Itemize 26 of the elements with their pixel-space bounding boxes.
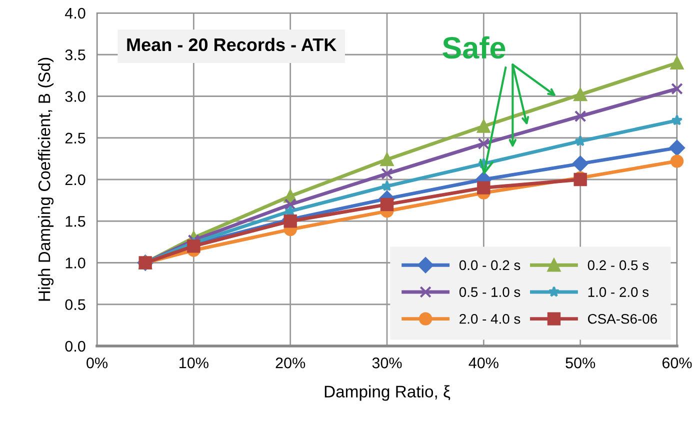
x-tick-label: 50% [566,358,596,368]
y-tick-label: 3.0 [65,91,86,102]
legend-label: 0.5 - 1.0 s [459,287,520,297]
y-tick-label: 4.0 [65,8,86,19]
y-axis-title: High Damping Coefficient, B (Sd) [38,58,54,301]
legend-label: 0.0 - 0.2 s [459,260,520,270]
x-tick-label: 60% [662,358,692,368]
x-tick-label: 0% [86,358,108,368]
y-tick-label: 0.5 [65,299,86,310]
legend-label: 1.0 - 2.0 s [588,287,649,297]
x-axis-title: Damping Ratio, ξ [324,385,450,401]
legend-label: CSA-S6-06 [588,314,657,324]
annotation: Mean - 20 Records - ATK [127,38,337,52]
y-tick-label: 2.5 [65,132,86,144]
y-tick-label: 3.5 [65,49,86,60]
legend-label: 2.0 - 4.0 s [460,314,520,324]
annotation: Safe [442,36,506,59]
x-tick-label: 10% [180,358,208,368]
y-tick-label: 1.0 [66,258,86,268]
y-tick-label: 0.0 [65,340,86,352]
x-tick-label: 40% [468,358,498,368]
y-tick-label: 1.5 [66,216,86,227]
y-tick-label: 2.0 [65,174,86,186]
x-tick-label: 20% [276,358,306,368]
legend-label: 0.2 - 0.5 s [588,260,649,270]
x-tick-label: 30% [372,358,402,368]
